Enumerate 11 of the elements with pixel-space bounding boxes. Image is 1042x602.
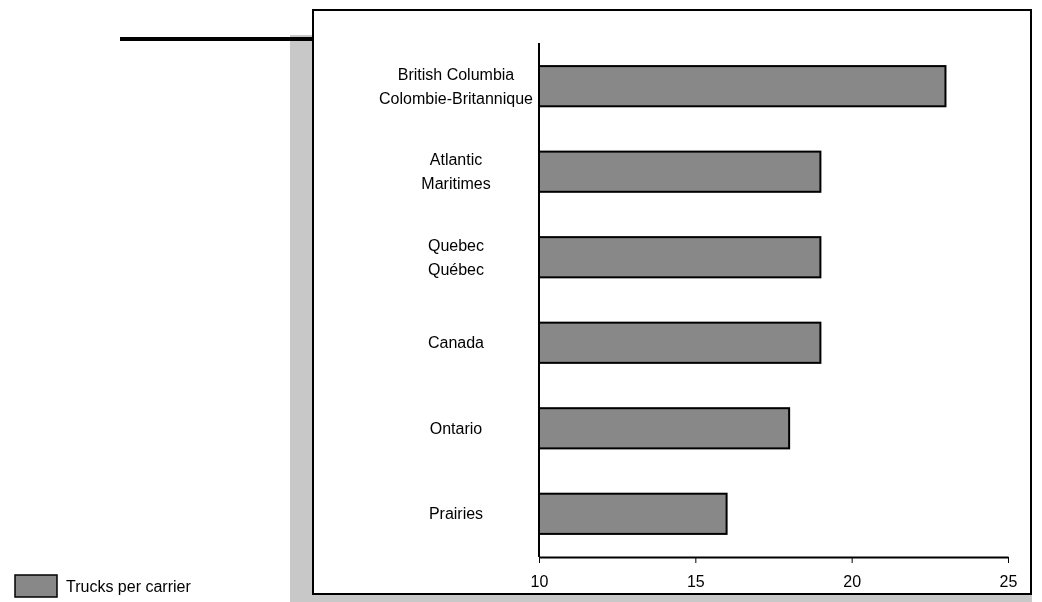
y-tick-label: Atlantic Maritimes (421, 151, 491, 193)
x-tick-label: 15 (686, 572, 705, 590)
x-tick-label: 10 (530, 572, 549, 590)
y-tick-label: Prairies (428, 505, 484, 523)
y-tick-label: Ontario (429, 419, 483, 437)
y-tick-label: Canada (427, 334, 485, 352)
y-tick-label: Quebec Québec (427, 236, 485, 278)
x-tick-label: 20 (843, 572, 862, 590)
legend-label: Trucks per carrier (66, 577, 192, 595)
y-tick-label: British Columbia Colombie-Britannique (379, 65, 534, 107)
x-tick-label: 25 (999, 572, 1018, 590)
